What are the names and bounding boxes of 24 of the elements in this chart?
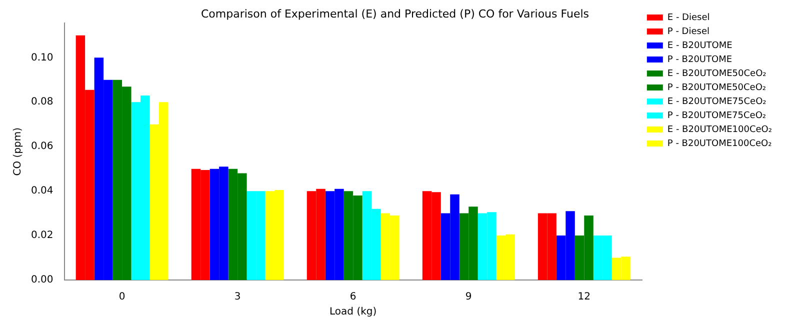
y-tick-label: 0.02 [31, 230, 54, 242]
legend-label: P - B20UTOME100CeO₂ [667, 138, 772, 149]
chart-title: Comparison of Experimental (E) and Predicted (P) CO for Various Fuels [200, 7, 590, 20]
y-tick-label: 0.04 [31, 186, 54, 197]
legend-label: E - B20UTOME75CeO₂ [667, 96, 767, 107]
x-tick-label: 9 [465, 292, 472, 303]
y-axis-title: CO (ppm) [12, 127, 24, 176]
legend-label: E - B20UTOME100CeO₂ [667, 124, 772, 135]
legend-label: E - B20UTOME50CeO₂ [667, 68, 767, 79]
y-tick-label: 0.00 [31, 274, 54, 286]
y-tick-label: 0.06 [31, 141, 54, 152]
legend-label: P - B20UTOME50CeO₂ [667, 82, 766, 93]
x-axis-title: Load (kg) [330, 306, 377, 318]
legend-label: E - B20UTOME [667, 40, 733, 51]
legend-label: P - B20UTOME75CeO₂ [667, 110, 766, 121]
x-tick-label: 12 [578, 292, 591, 303]
x-tick-label: 3 [234, 292, 241, 303]
legend-label: P - B20UTOME [667, 54, 732, 65]
legend-label: E - Diesel [667, 12, 710, 23]
legend-label: P - Diesel [667, 26, 710, 37]
x-tick-label: 0 [118, 292, 126, 303]
y-tick-label: 0.10 [31, 52, 54, 64]
y-tick-label: 0.08 [31, 96, 54, 108]
x-tick-label: 6 [350, 292, 356, 303]
